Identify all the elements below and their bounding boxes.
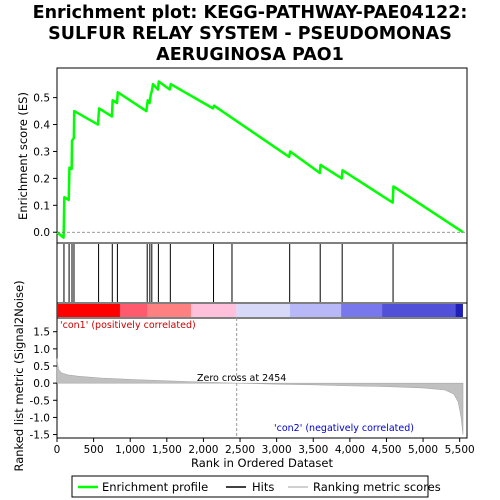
chart-title-line-2: SULFUR RELAY SYSTEM - PSEUDOMONAS [48, 24, 452, 44]
hits-panel-frame [56, 242, 468, 304]
es-y-tick-label: 0.1 [33, 200, 50, 212]
legend-box [71, 475, 429, 498]
metric-y-tick-label: 1.0 [33, 344, 50, 356]
enrichment-profile-line [56, 80, 464, 239]
metric-y-tick-label: -1.5 [30, 430, 51, 442]
metric-y-tick-label: 0.0 [33, 378, 50, 390]
heatmap-segment [455, 304, 463, 317]
heatmap-segment [147, 304, 191, 317]
axes-ticks: 0.0 0.1 0.2 0.3 0.4 0.5 -1.5 -1.0 -0.5 0.0 0.5 1.0 1… [30, 93, 475, 456]
es-y-tick-label: 0.2 [33, 173, 50, 185]
legend-label-enrichment: Enrichment profile [102, 480, 208, 494]
es-y-tick-label: 0.5 [33, 93, 50, 105]
x-axis-label: Rank in Ordered Dataset [191, 456, 334, 470]
legend-label-hits: Hits [252, 480, 274, 494]
pos-correlated-label: 'con1' (positively correlated) [60, 320, 196, 331]
x-tick-label: 500 [84, 444, 104, 456]
x-tick-label: 5,000 [408, 444, 438, 456]
heatmap-segment [57, 304, 120, 317]
es-y-tick-label: 0.0 [33, 227, 50, 239]
heatmap-segment [382, 304, 456, 317]
enrichment-profile [56, 80, 467, 239]
heatmap-segment [236, 304, 290, 317]
chart-title-line-3: AERUGINOSA PAO1 [156, 45, 344, 65]
x-tick-label: 1,500 [152, 444, 182, 456]
x-tick-label: 4,500 [371, 444, 401, 456]
ranking-metric-area [56, 318, 464, 438]
es-y-tick-label: 0.3 [33, 146, 50, 158]
x-tick-label: 4,000 [335, 444, 365, 456]
es-y-tick-label: 0.4 [33, 120, 50, 132]
metric-y-tick-label: -0.5 [30, 395, 51, 407]
heatmap-segment [119, 304, 148, 317]
rank-heatmap-bar [57, 304, 463, 317]
es-y-axis-label: Enrichment score (ES) [16, 92, 30, 220]
legend-label-metric: Ranking metric scores [313, 480, 441, 494]
metric-y-tick-label: -1.0 [30, 412, 51, 424]
zero-cross-label: Zero cross at 2454 [197, 373, 286, 384]
x-tick-label: 2,500 [225, 444, 255, 456]
metric-y-tick-label: 1.5 [33, 327, 50, 339]
x-tick-label: 0 [54, 444, 61, 456]
metric-y-tick-label: 0.5 [33, 361, 50, 373]
neg-correlated-label: 'con2' (negatively correlated) [274, 423, 414, 434]
metric-panel-frame [56, 317, 468, 439]
metric-y-axis-label: Ranked list metric (Signal2Noise) [12, 280, 26, 471]
heatmap-segment [341, 304, 383, 317]
heatmap-segment [190, 304, 237, 317]
heatmap-segment [289, 304, 342, 317]
x-tick-label: 2,000 [188, 444, 218, 456]
ranking-metric-fill [56, 358, 464, 435]
chart-title-line-1: Enrichment plot: KEGG-PATHWAY-PAE04122: [33, 3, 468, 23]
x-tick-label: 3,500 [298, 444, 328, 456]
hit-markers [63, 244, 394, 302]
x-tick-label: 5,500 [445, 444, 475, 456]
x-tick-label: 1,000 [115, 444, 145, 456]
x-tick-label: 3,000 [262, 444, 292, 456]
